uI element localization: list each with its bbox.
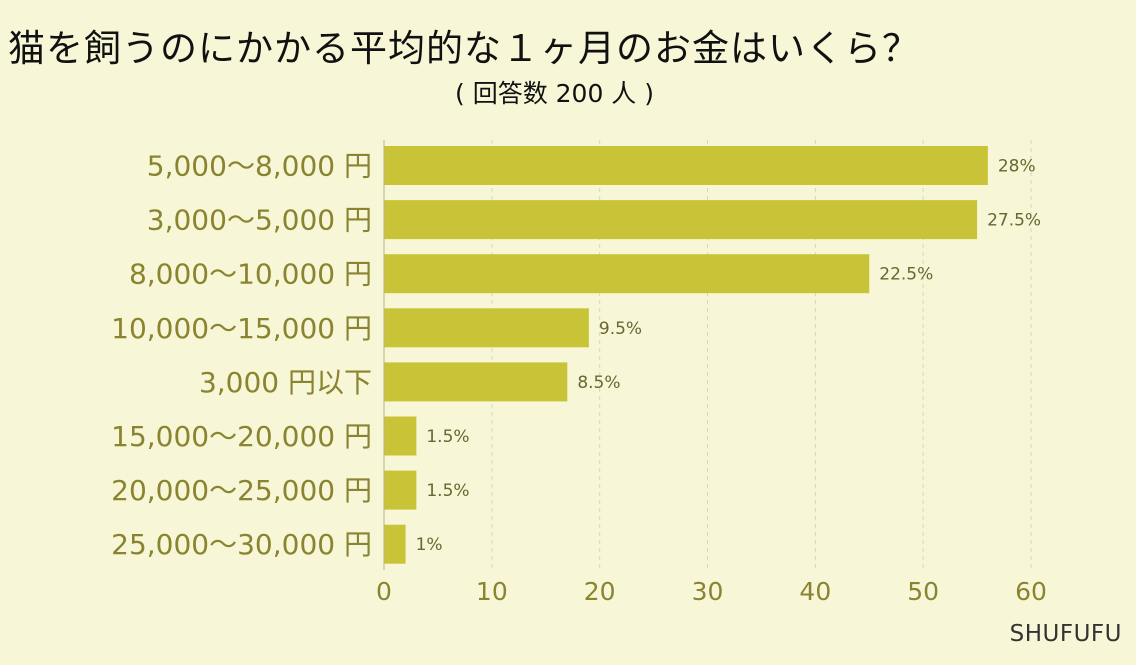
x-tick-label: 50 xyxy=(907,577,939,606)
chart-title: 猫を飼うのにかかる平均的な１ヶ月のお金はいくら？ xyxy=(8,27,920,70)
data-label: 27.5% xyxy=(987,211,1041,231)
bar xyxy=(384,200,978,240)
chart-subtitle: ( 回答数 200 人 ) xyxy=(455,79,655,108)
category-label: 20,000〜25,000 円 xyxy=(111,474,372,507)
category-label: 3,000〜5,000 円 xyxy=(147,204,372,237)
category-label: 3,000 円以下 xyxy=(199,366,372,399)
x-tick-label: 40 xyxy=(799,577,831,606)
data-label: 22.5% xyxy=(879,265,933,285)
x-tick-label: 0 xyxy=(376,577,392,606)
x-tick-label: 30 xyxy=(692,577,724,606)
x-tick-label: 20 xyxy=(584,577,616,606)
category-label: 8,000〜10,000 円 xyxy=(129,258,372,291)
category-label: 25,000〜30,000 円 xyxy=(111,528,372,561)
category-label: 5,000〜8,000 円 xyxy=(147,150,372,183)
x-tick-label: 10 xyxy=(476,577,508,606)
bar xyxy=(384,524,406,564)
bar xyxy=(384,416,417,456)
bar xyxy=(384,146,988,185)
category-label: 15,000〜20,000 円 xyxy=(111,420,372,453)
data-label: 1% xyxy=(416,535,443,555)
bar xyxy=(384,308,589,348)
data-label: 9.5% xyxy=(599,319,642,339)
bar xyxy=(384,470,417,510)
category-label: 10,000〜15,000 円 xyxy=(111,312,372,345)
data-label: 8.5% xyxy=(577,373,620,393)
brand-label: SHUFUFU xyxy=(1009,621,1122,647)
bar xyxy=(384,362,568,402)
data-label: 1.5% xyxy=(426,481,469,501)
x-tick-label: 60 xyxy=(1015,577,1047,606)
data-label: 28% xyxy=(998,157,1036,177)
bar xyxy=(384,254,870,294)
data-label: 1.5% xyxy=(426,427,469,447)
